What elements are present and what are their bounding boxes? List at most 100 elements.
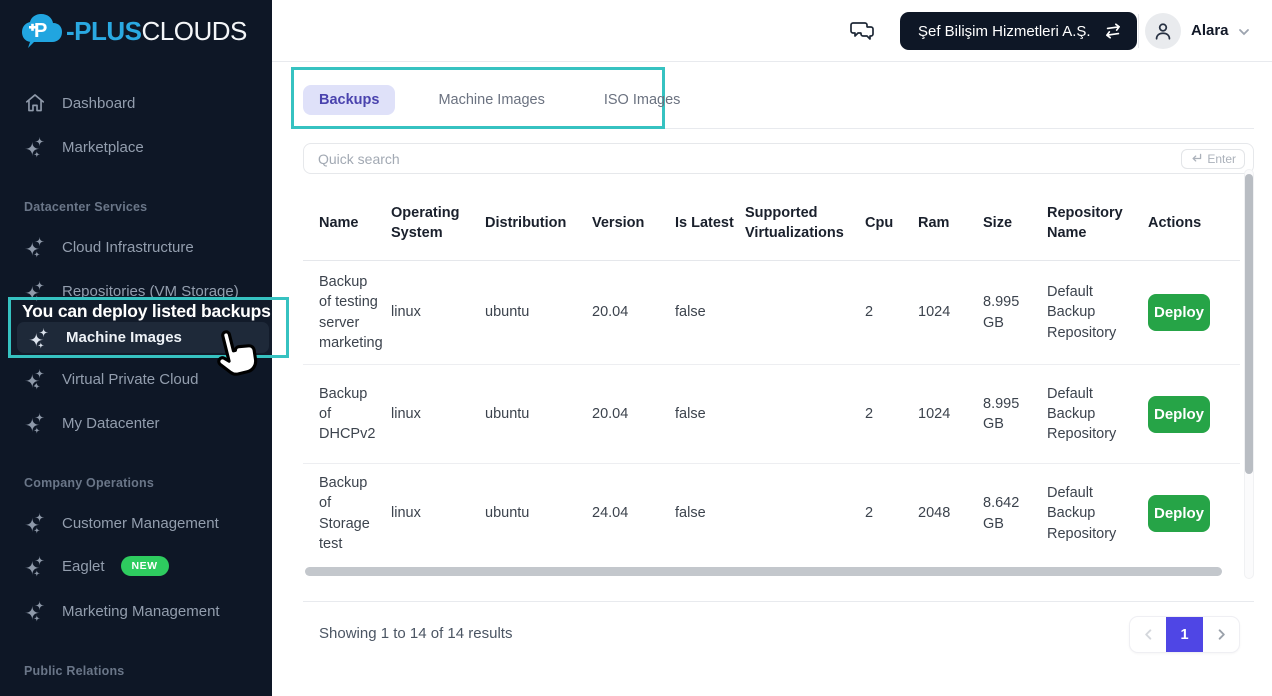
return-arrow-icon [1192, 153, 1202, 162]
cell-cpu: 2 [865, 505, 874, 522]
tab-machine-images[interactable]: Machine Images [438, 92, 545, 108]
sidebar-section-company: Company Operations [24, 476, 155, 490]
quick-search: Enter [303, 143, 1254, 174]
cell-name: Backup of testing server marketing [319, 273, 383, 351]
sidebar-item-virtual-private-cloud[interactable]: Virtual Private Cloud [24, 363, 198, 395]
col-header-repository-name: Repository Name [1047, 204, 1123, 241]
sidebar-item-label: Marketing Management [62, 602, 220, 620]
sparkle-icon [28, 327, 49, 349]
sidebar-item-label: Repositories (VM Storage) [62, 282, 239, 300]
new-badge: NEW [120, 556, 169, 576]
sidebar-item-label: Eaglet [62, 557, 105, 575]
cell-is-latest: false [675, 505, 706, 522]
sidebar-section-public-relations: Public Relations [24, 664, 125, 678]
sidebar-item-label: My Datacenter [62, 414, 160, 432]
chat-icon[interactable] [849, 17, 877, 45]
brand-wordmark: -PLUSCLOUDS [66, 15, 247, 46]
cell-repository: Default Backup Repository [1047, 284, 1117, 341]
footer-divider [303, 601, 1254, 602]
sparkle-icon [24, 412, 45, 434]
results-summary: Showing 1 to 14 of 14 results [319, 625, 513, 642]
deploy-button[interactable]: Deploy [1148, 294, 1210, 331]
sparkle-icon [24, 512, 45, 534]
cell-size: 8.995 GB [983, 395, 1020, 432]
col-header-size: Size [983, 214, 1013, 231]
cell-ram: 1024 [918, 405, 951, 422]
machine-images-annotation-box: You can deploy listed backups Machine Im… [8, 297, 289, 376]
svg-text:P: P [34, 20, 47, 42]
chevron-down-icon[interactable] [1237, 25, 1251, 39]
sidebar-item-eaglet[interactable]: Eaglet NEW [24, 550, 169, 582]
sidebar-item-my-datacenter[interactable]: My Datacenter [24, 407, 160, 439]
cell-version: 24.04 [592, 505, 629, 522]
cell-distribution: ubuntu [485, 405, 530, 422]
sparkle-icon [24, 136, 45, 158]
sidebar-item-label: Marketplace [62, 138, 144, 156]
col-header-operating-system: Operating System [391, 204, 460, 241]
cell-repository: Default Backup Repository [1047, 385, 1117, 443]
table-row: Backup of testing server marketing linux… [303, 261, 1240, 365]
user-name[interactable]: Alara [1191, 22, 1229, 39]
sidebar-item-label: Customer Management [62, 514, 219, 532]
tab-iso-images[interactable]: ISO Images [603, 92, 681, 108]
sidebar-item-marketplace[interactable]: Marketplace [24, 131, 144, 163]
table-vertical-scrollbar[interactable] [1245, 174, 1253, 474]
user-avatar[interactable] [1145, 13, 1181, 49]
next-page-button[interactable] [1203, 617, 1239, 652]
search-input[interactable] [304, 150, 1182, 167]
cell-cpu: 2 [865, 405, 874, 422]
sparkle-icon [24, 368, 45, 390]
sidebar-section-datacenter: Datacenter Services [24, 200, 148, 214]
cell-cpu: 2 [865, 304, 874, 321]
col-header-actions: Actions [1148, 214, 1202, 231]
annotation-tooltip-text: You can deploy listed backups [22, 301, 271, 321]
tabs-annotation-box: Backups Machine Images ISO Images [291, 67, 680, 129]
cell-os: linux [391, 505, 421, 522]
cell-os: linux [391, 405, 421, 422]
sidebar-item-label: Machine Images [66, 329, 182, 346]
cell-version: 20.04 [592, 304, 629, 321]
cell-ram: 2048 [918, 505, 951, 522]
cell-is-latest: false [675, 304, 706, 321]
col-header-name: Name [319, 214, 359, 231]
company-name: Şef Bilişim Hizmetleri A.Ş. [918, 22, 1091, 40]
cell-version: 20.04 [592, 405, 629, 422]
enter-key-hint: Enter [1181, 148, 1245, 169]
backups-table: Name Operating System Distribution Versi… [303, 186, 1240, 563]
cell-size: 8.642 GB [983, 495, 1020, 532]
sidebar-item-customer-management[interactable]: Customer Management [24, 507, 219, 539]
sparkle-icon [24, 600, 45, 622]
pluclouds-cloud-icon: P [22, 14, 62, 48]
company-switcher-button[interactable]: Şef Bilişim Hizmetleri A.Ş. [900, 12, 1137, 50]
sidebar-item-cloud-infrastructure[interactable]: Cloud Infrastructure [24, 231, 194, 263]
topbar: Şef Bilişim Hizmetleri A.Ş. Alara [272, 0, 1272, 62]
cell-is-latest: false [675, 405, 706, 422]
hand-cursor-icon [217, 330, 258, 376]
deploy-button[interactable]: Deploy [1148, 495, 1210, 532]
deploy-button[interactable]: Deploy [1148, 395, 1210, 433]
page-number-1[interactable]: 1 [1166, 617, 1203, 652]
sparkle-icon [24, 555, 45, 577]
table-row: Backup of Storage test linux ubuntu 24.0… [303, 464, 1240, 563]
sidebar-item-label: Dashboard [62, 94, 136, 112]
topbar-divider [1138, 14, 1139, 48]
table-horizontal-scrollbar[interactable] [305, 567, 1222, 576]
table-header-row: Name Operating System Distribution Versi… [303, 186, 1240, 261]
col-header-supported-virtualizations: Supported Virtualizations [745, 204, 844, 241]
sidebar-item-label: Virtual Private Cloud [62, 370, 199, 388]
col-header-distribution: Distribution [485, 214, 567, 231]
sidebar-item-marketing-management[interactable]: Marketing Management [24, 595, 220, 627]
tab-backups[interactable]: Backups [303, 85, 396, 115]
cell-name: Backup of DHCPv2 [319, 385, 376, 443]
tab-bar: Backups Machine Images ISO Images [303, 85, 696, 115]
switch-company-icon [1105, 23, 1120, 39]
tabbar-underline [291, 128, 1254, 129]
sidebar-item-dashboard[interactable]: Dashboard [24, 87, 135, 119]
cell-size: 8.995 GB [983, 294, 1020, 331]
chevron-right-icon [1218, 629, 1225, 640]
previous-page-button[interactable] [1130, 617, 1166, 652]
brand-logo[interactable]: P -PLUSCLOUDS [20, 12, 247, 50]
pagination: 1 [1129, 616, 1240, 653]
col-header-is-latest: Is Latest [675, 214, 734, 231]
